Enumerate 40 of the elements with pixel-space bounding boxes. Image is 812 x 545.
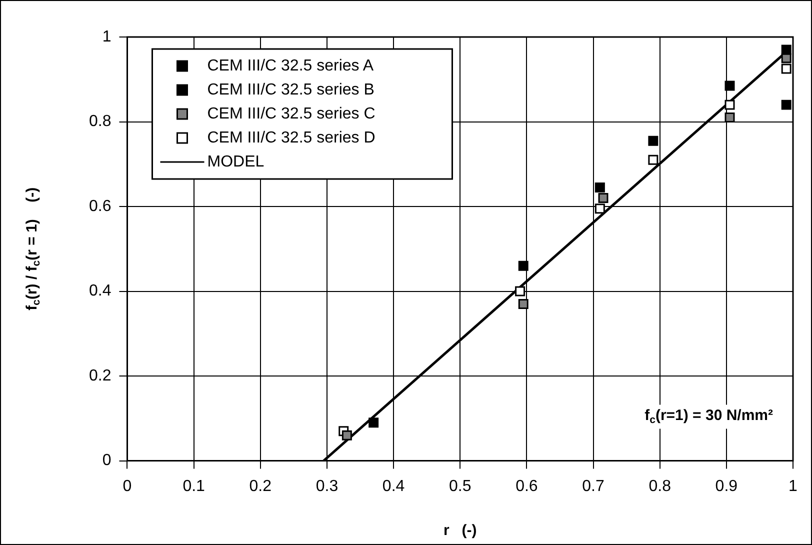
point xyxy=(518,299,528,309)
y-tick-label: 0.8 xyxy=(88,113,112,130)
point xyxy=(724,80,735,91)
point xyxy=(518,260,528,271)
point xyxy=(515,286,526,296)
x-tick-label: 0.1 xyxy=(182,478,206,495)
point xyxy=(781,100,792,110)
x-tick-label: 0.2 xyxy=(249,478,272,495)
legend-label: CEM III/C 32.5 series C xyxy=(207,105,376,122)
point xyxy=(648,154,658,165)
legend-label: MODEL xyxy=(207,153,264,170)
x-tick-label: 0.4 xyxy=(382,478,405,495)
x-tick-label: 0.3 xyxy=(316,478,338,495)
y-axis-title: fc(r) / fc(r = 1) (-) xyxy=(23,187,43,310)
x-tick-label: 0.5 xyxy=(448,478,472,495)
y-tick-label: 1 xyxy=(102,28,112,46)
point xyxy=(342,430,352,440)
x-tick-label: 0.8 xyxy=(648,478,672,495)
x-tick-label: 0.7 xyxy=(582,478,604,495)
legend-label: CEM III/C 32.5 series B xyxy=(207,81,374,98)
x-tick-label: 0.6 xyxy=(516,478,538,495)
point xyxy=(781,64,792,74)
x-tick-label: 0 xyxy=(122,478,132,495)
point xyxy=(594,182,605,192)
x-tick-label: 0.9 xyxy=(715,478,738,495)
point xyxy=(598,193,608,204)
x-axis-title: r (-) xyxy=(443,522,477,539)
y-tick-label: 0.6 xyxy=(88,198,112,215)
x-tick-label: 1 xyxy=(788,478,798,495)
point xyxy=(648,136,658,146)
point xyxy=(368,418,379,428)
y-tick-label: 0.4 xyxy=(88,282,112,300)
point xyxy=(781,44,792,55)
legend-label: CEM III/C 32.5 series D xyxy=(207,129,376,146)
y-tick-label: 0 xyxy=(102,452,112,470)
point xyxy=(724,100,735,110)
y-tick-label: 0.2 xyxy=(88,367,112,384)
point xyxy=(724,112,735,123)
legend-label: CEM III/C 32.5 series A xyxy=(207,57,374,74)
point xyxy=(594,204,605,214)
